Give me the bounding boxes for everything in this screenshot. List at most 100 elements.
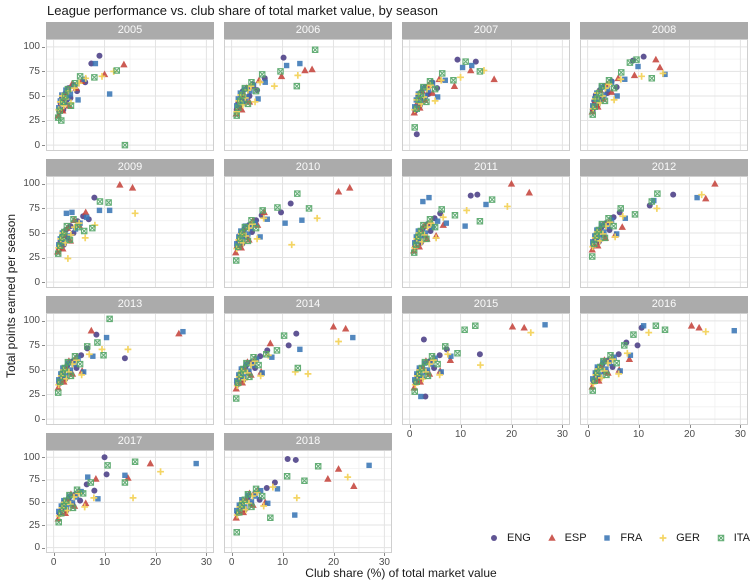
data-point-ESP bbox=[128, 183, 137, 191]
data-point-ITA bbox=[438, 206, 445, 213]
y-tick-label: 0 bbox=[34, 139, 40, 151]
y-tick-label: 25 bbox=[28, 115, 40, 126]
data-point-FRA bbox=[622, 76, 628, 82]
data-point-ITA bbox=[413, 241, 420, 249]
data-point-ENG bbox=[670, 191, 677, 198]
data-point-ITA bbox=[591, 377, 599, 385]
data-point-FRA bbox=[63, 210, 70, 217]
y-tick-label: 50 bbox=[28, 364, 40, 376]
data-point-FRA bbox=[247, 88, 253, 94]
y-tick-label: 75 bbox=[28, 339, 40, 351]
facet-panel-2013 bbox=[46, 313, 214, 425]
data-point-ITA bbox=[64, 85, 72, 93]
facet-strip-2010: 2010 bbox=[224, 159, 392, 176]
y-tick-mark bbox=[42, 257, 45, 259]
data-point-GER bbox=[457, 73, 464, 81]
data-point-FRA bbox=[434, 218, 441, 224]
data-point-FRA bbox=[180, 328, 186, 335]
y-tick-label: 100 bbox=[23, 315, 40, 327]
y-tick-mark bbox=[42, 282, 45, 284]
facet-strip-2011: 2011 bbox=[402, 159, 570, 176]
data-point-FRA bbox=[613, 231, 620, 237]
y-tick-mark bbox=[42, 233, 45, 234]
data-point-GER bbox=[63, 507, 71, 514]
data-point-ITA bbox=[57, 378, 64, 386]
y-tick-mark bbox=[42, 183, 45, 185]
y-tick-label: 25 bbox=[28, 252, 40, 263]
x-tick-mark bbox=[587, 425, 589, 428]
data-point-ENG bbox=[93, 331, 100, 338]
data-point-ESP bbox=[520, 323, 528, 331]
data-point-ITA bbox=[411, 388, 418, 395]
data-point-FRA bbox=[259, 370, 265, 376]
data-point-FRA bbox=[65, 360, 71, 366]
data-point-ENG bbox=[640, 53, 647, 60]
data-point-ITA bbox=[601, 97, 609, 105]
data-point-ITA bbox=[244, 100, 252, 108]
y-tick-mark bbox=[42, 120, 45, 122]
data-point-ITA bbox=[259, 207, 266, 214]
x-tick-mark bbox=[562, 425, 564, 428]
data-point-FRA bbox=[66, 493, 73, 499]
data-point-FRA bbox=[422, 93, 429, 99]
legend-circle-icon bbox=[491, 535, 497, 541]
data-point-FRA bbox=[246, 368, 252, 374]
data-point-ITA bbox=[62, 92, 69, 100]
data-point-ITA bbox=[252, 224, 260, 232]
data-point-ENG bbox=[280, 54, 287, 61]
data-point-ITA bbox=[488, 196, 496, 203]
data-point-ITA bbox=[661, 326, 669, 333]
data-point-FRA bbox=[95, 496, 101, 502]
data-point-ESP bbox=[711, 179, 719, 187]
data-point-ITA bbox=[66, 491, 73, 499]
data-point-ITA bbox=[79, 490, 87, 497]
data-point-FRA bbox=[601, 229, 607, 235]
data-point-ITA bbox=[73, 486, 81, 494]
legend-item-ENG: ENG bbox=[488, 532, 531, 544]
data-point-ITA bbox=[106, 315, 113, 323]
data-point-GER bbox=[444, 350, 452, 358]
data-point-FRA bbox=[694, 194, 700, 201]
x-tick-mark bbox=[155, 553, 157, 556]
data-point-ITA bbox=[131, 458, 139, 465]
data-point-ITA bbox=[420, 221, 427, 229]
data-point-ENG bbox=[287, 200, 294, 207]
y-tick-label: 100 bbox=[23, 451, 40, 463]
data-point-GER bbox=[653, 205, 661, 212]
data-point-ITA bbox=[411, 124, 418, 131]
data-point-ITA bbox=[235, 243, 242, 250]
data-point-ITA bbox=[438, 70, 446, 77]
data-point-ITA bbox=[417, 90, 425, 98]
facet-panel-2008 bbox=[580, 39, 748, 151]
data-point-FRA bbox=[651, 197, 657, 204]
data-point-ITA bbox=[591, 103, 599, 111]
data-point-GER bbox=[437, 76, 445, 84]
data-point-ENG bbox=[96, 52, 103, 59]
y-tick-mark bbox=[42, 145, 45, 147]
data-point-FRA bbox=[425, 87, 432, 93]
data-point-FRA bbox=[103, 334, 110, 341]
data-point-ITA bbox=[67, 102, 75, 110]
data-point-FRA bbox=[257, 487, 264, 494]
data-point-FRA bbox=[90, 353, 96, 359]
data-point-ITA bbox=[613, 359, 620, 367]
data-point-ENG bbox=[101, 454, 108, 461]
data-point-ITA bbox=[71, 79, 79, 87]
legend: ENG ESP FRA GER ITA bbox=[488, 528, 750, 548]
data-point-FRA bbox=[483, 201, 489, 208]
y-tick-label: 50 bbox=[28, 90, 40, 102]
x-axis-title: Club share (%) of total market value bbox=[305, 566, 497, 580]
data-point-ITA bbox=[472, 322, 479, 330]
x-tick-label: 10 bbox=[276, 557, 289, 568]
data-point-ITA bbox=[235, 104, 242, 112]
data-point-GER bbox=[463, 206, 471, 214]
facet-strip-2009: 2009 bbox=[46, 159, 214, 176]
data-point-FRA bbox=[106, 207, 113, 214]
data-point-GER bbox=[431, 97, 439, 105]
data-point-GER bbox=[71, 223, 78, 231]
data-point-ENG bbox=[474, 191, 481, 198]
y-tick-label: 25 bbox=[28, 389, 40, 400]
data-point-ITA bbox=[94, 339, 101, 346]
y-tick-label: 75 bbox=[28, 65, 40, 77]
